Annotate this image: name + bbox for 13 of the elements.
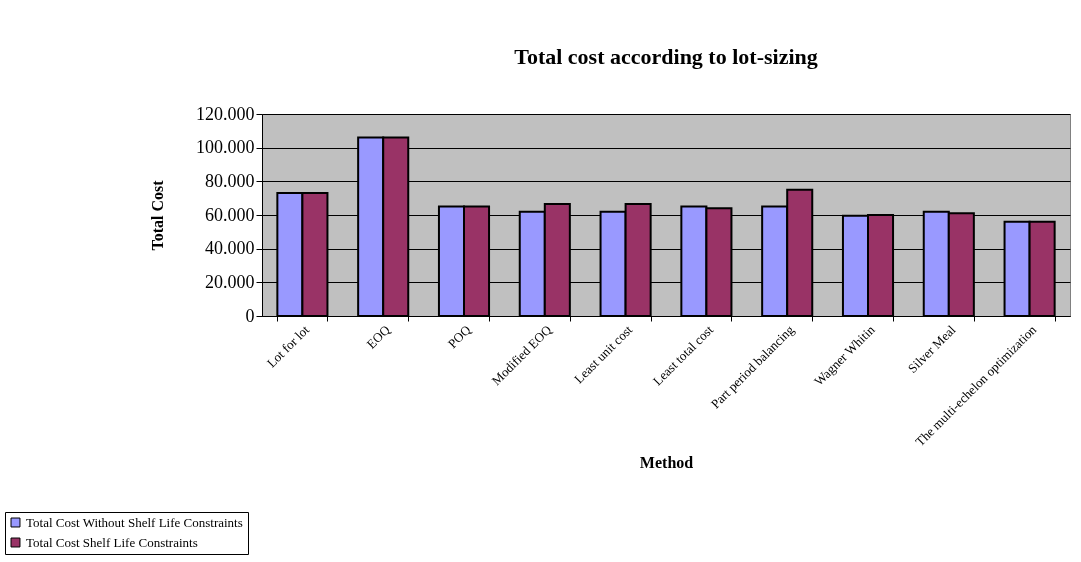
legend-label: Total Cost Shelf Life Constraints [26, 534, 198, 550]
y-tick-label: 60.000 [205, 204, 255, 225]
chart-title: Total cost according to lot-sizing [514, 44, 818, 69]
y-tick-label: 40.000 [205, 238, 255, 259]
x-axis-title: Method [639, 454, 694, 472]
x-tick-label: Lot for lot [263, 321, 313, 371]
y-tick-label: 100.000 [196, 137, 255, 158]
y-tick-label: 80.000 [205, 170, 255, 191]
y-tick-label: 120.000 [196, 103, 255, 124]
y-axis-title: Total Cost [149, 179, 166, 251]
y-tick-label: 0 [245, 305, 255, 326]
y-tick-label: 20.000 [205, 271, 255, 292]
legend-label: Total Cost Without Shelf Life Constraints [26, 514, 243, 530]
